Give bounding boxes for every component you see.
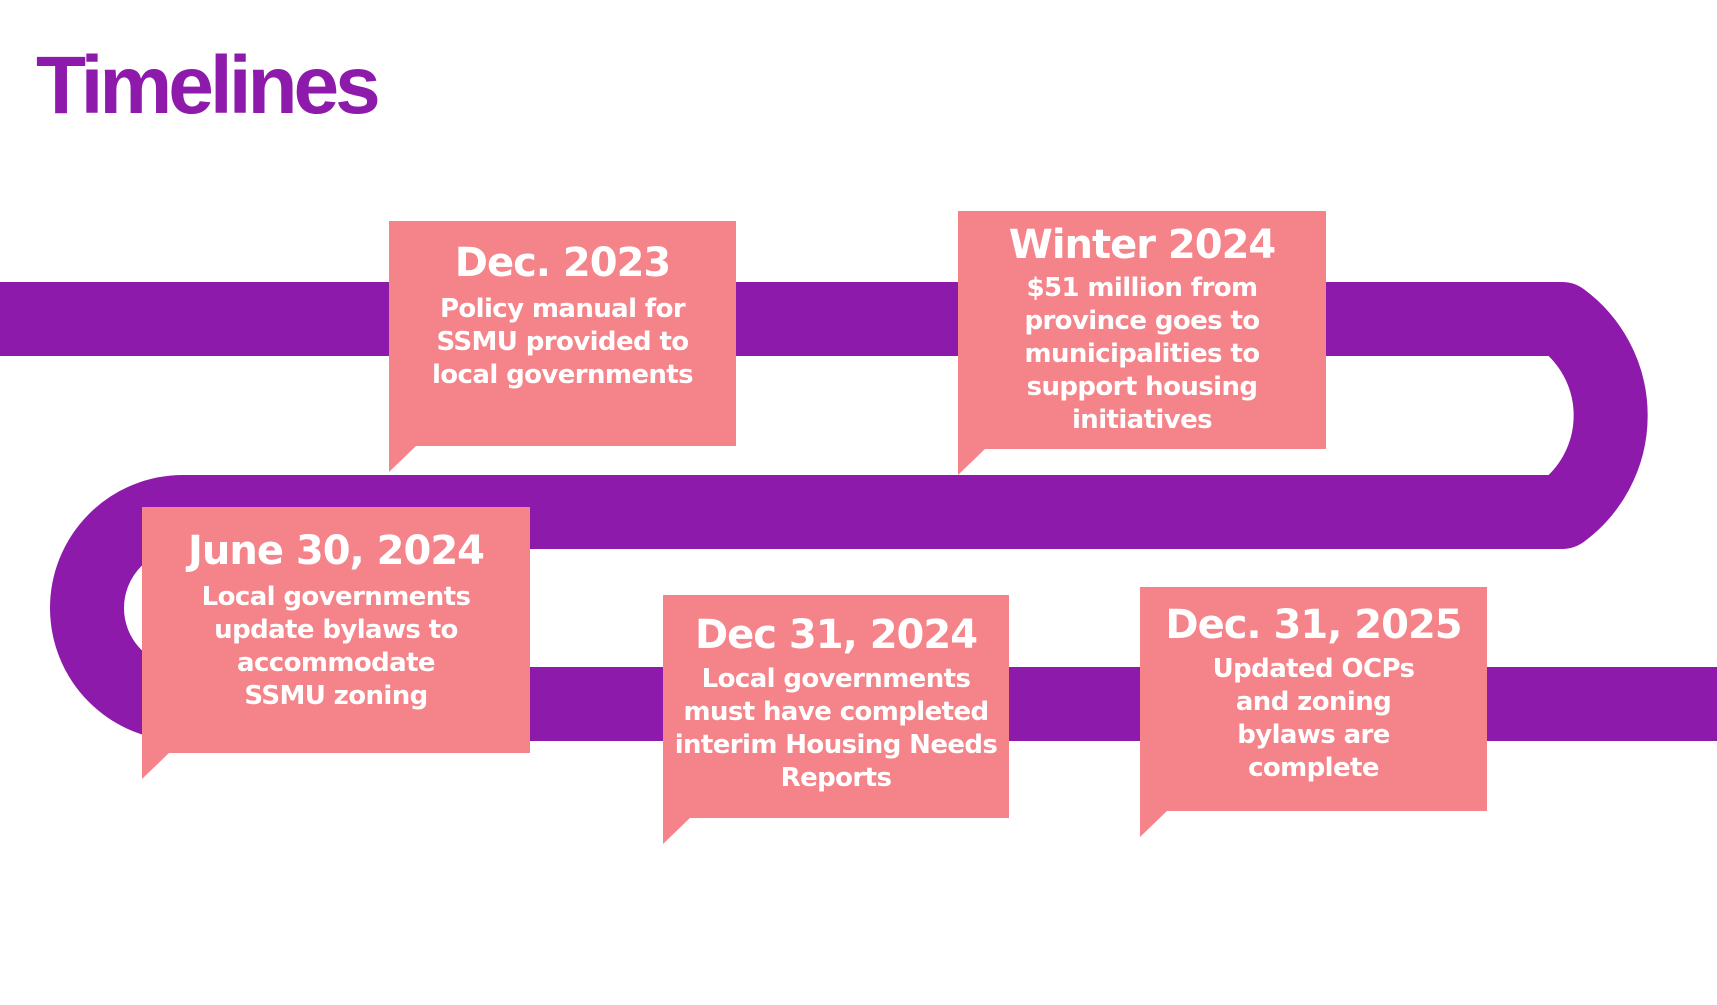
timeline-event-dec-2023: Dec. 2023 Policy manual for SSMU provide… — [389, 221, 736, 472]
timeline-event-winter-2024: Winter 2024 $51 million from province go… — [958, 211, 1326, 475]
event-description: Local governments must have completed in… — [674, 664, 998, 793]
timeline-event-june-30-2024: June 30, 2024 Local governments update b… — [142, 507, 530, 779]
timeline-event-dec-31-2025: Dec. 31, 2025 Updated OCPs and zoning by… — [1140, 587, 1487, 837]
event-description: $51 million from province goes to munici… — [1024, 273, 1260, 435]
event-description: Policy manual for SSMU provided to local… — [431, 294, 694, 390]
event-date: Dec 31, 2024 — [694, 612, 978, 658]
event-description: Local governments update bylaws to accom… — [201, 582, 471, 711]
timeline-event-dec-31-2024: Dec 31, 2024 Local governments must have… — [663, 595, 1009, 844]
event-date: Dec. 31, 2025 — [1165, 602, 1462, 648]
event-date: Dec. 2023 — [454, 240, 672, 286]
event-date: June 30, 2024 — [187, 528, 485, 574]
event-description: Updated OCPs and zoning bylaws are compl… — [1212, 654, 1415, 783]
page-title: Timelines — [36, 40, 381, 131]
event-date: Winter 2024 — [1008, 222, 1277, 268]
